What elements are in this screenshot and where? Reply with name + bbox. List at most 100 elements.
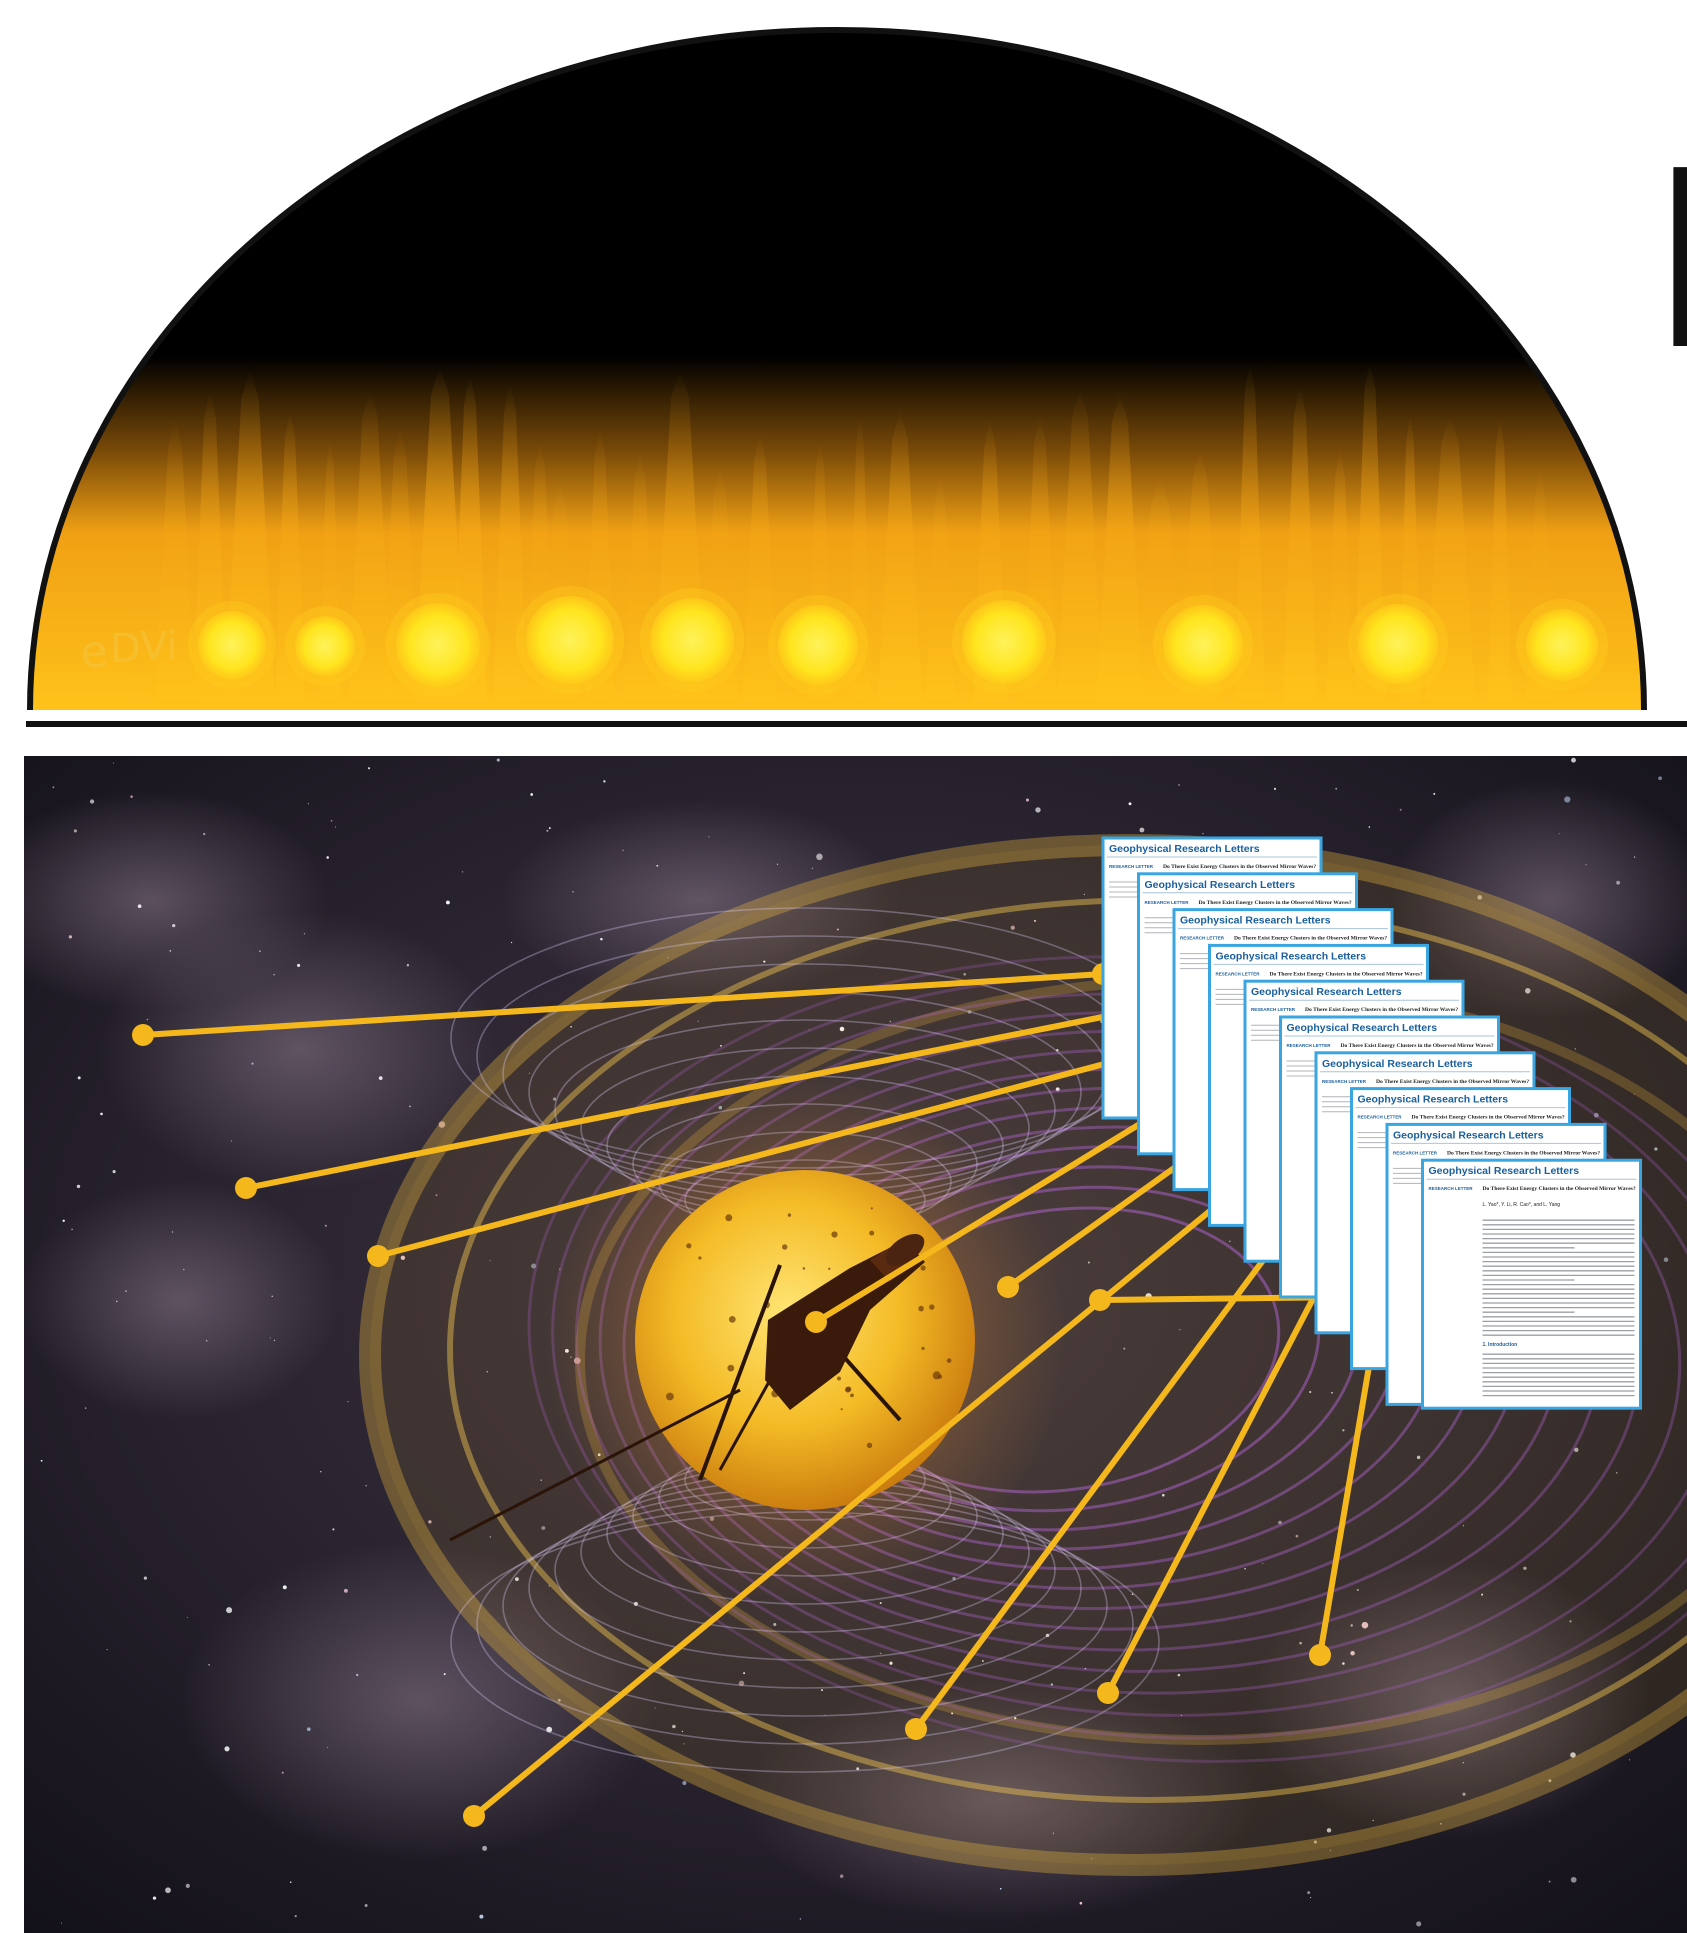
star xyxy=(1202,832,1204,835)
connector-end-dot xyxy=(1097,1682,1119,1704)
star xyxy=(1326,1828,1332,1833)
star xyxy=(1350,1650,1355,1656)
nebula-cloud xyxy=(1390,780,1687,1020)
paper-intro-heading: 1. Introduction xyxy=(1483,1342,1518,1348)
star xyxy=(1570,1752,1576,1758)
paper-section-label: RESEARCH LETTER xyxy=(1216,971,1261,976)
sunspot xyxy=(837,1376,841,1381)
star xyxy=(185,1883,190,1888)
star xyxy=(546,1726,553,1733)
paper-journal-name: Geophysical Research Letters xyxy=(1180,915,1331,927)
star xyxy=(999,1887,1002,1890)
star xyxy=(889,1661,893,1665)
connector-line xyxy=(1105,1221,1355,1696)
star xyxy=(654,1707,656,1709)
star xyxy=(1162,1493,1165,1497)
star xyxy=(836,928,839,931)
dome-scribble: e D Vi xyxy=(79,624,178,679)
sunspot xyxy=(920,1265,926,1271)
star xyxy=(1462,1762,1464,1764)
star xyxy=(1548,1880,1551,1883)
plasma-jet xyxy=(348,388,392,700)
star xyxy=(1278,1520,1282,1525)
star xyxy=(435,1194,438,1197)
star xyxy=(489,1536,492,1538)
star xyxy=(271,1295,273,1297)
star xyxy=(100,1112,103,1116)
star xyxy=(171,1231,174,1233)
star xyxy=(656,864,659,867)
sunspot xyxy=(938,1374,942,1379)
plasma-blob xyxy=(962,600,1046,684)
star xyxy=(763,960,766,963)
star xyxy=(510,941,513,944)
paper-stack: Geophysical Research Letters RESEARCH LET… xyxy=(1101,836,1642,1410)
star xyxy=(273,1339,276,1342)
plasma-blob xyxy=(526,596,614,684)
star xyxy=(1045,1633,1050,1638)
star xyxy=(324,1224,327,1227)
star xyxy=(773,1622,777,1627)
star xyxy=(820,1689,824,1692)
star xyxy=(1091,1858,1093,1860)
star xyxy=(570,1025,572,1028)
nebula-cloud xyxy=(1250,1560,1650,1840)
star xyxy=(224,1746,230,1752)
star xyxy=(143,1576,148,1580)
star xyxy=(1010,925,1015,930)
star xyxy=(1585,864,1587,866)
star xyxy=(603,780,606,783)
sunspot xyxy=(840,1408,843,1411)
star xyxy=(541,1526,546,1530)
star xyxy=(1361,1621,1369,1629)
star xyxy=(112,1170,116,1174)
star xyxy=(84,1407,87,1409)
paper-title: Do There Exist Energy Clusters in the Ob… xyxy=(1163,864,1316,870)
star xyxy=(1050,1683,1053,1686)
plasma-jet xyxy=(1425,414,1475,700)
star xyxy=(1654,1147,1658,1151)
star xyxy=(1663,1257,1669,1262)
star xyxy=(1128,802,1132,806)
star xyxy=(1439,1822,1442,1825)
star xyxy=(600,937,603,941)
paper-title: Do There Exist Energy Clusters in the Ob… xyxy=(1376,1079,1529,1085)
paper-title: Do There Exist Energy Clusters in the Ob… xyxy=(1234,936,1387,942)
star xyxy=(1025,798,1030,802)
connector-end-dot xyxy=(1089,1289,1111,1311)
star xyxy=(622,849,624,852)
plasma-jet xyxy=(849,414,871,700)
paper-card: Geophysical Research Letters RESEARCH LET… xyxy=(1421,1158,1642,1410)
star xyxy=(461,871,464,873)
star xyxy=(297,963,301,967)
star xyxy=(1295,1534,1299,1538)
paper-section-label: RESEARCH LETTER xyxy=(1145,900,1190,905)
plasma-blob xyxy=(1163,605,1243,685)
star xyxy=(776,863,779,865)
paper-authors: L. Yao*, Y. Li, R. Cao*, and L. Yang xyxy=(1483,1202,1561,1208)
star xyxy=(1462,1792,1466,1796)
star xyxy=(428,1520,432,1524)
star xyxy=(172,923,176,928)
star xyxy=(443,1673,446,1676)
star xyxy=(438,1121,446,1128)
star xyxy=(683,1743,685,1745)
star xyxy=(116,1300,118,1303)
sunspot xyxy=(870,1207,873,1210)
star xyxy=(808,1029,810,1031)
star xyxy=(1523,1566,1527,1570)
star xyxy=(106,1649,108,1651)
sunspot xyxy=(782,1244,788,1250)
connector-line xyxy=(471,1150,1284,1819)
plasma-jet xyxy=(1488,416,1512,700)
paper-section-label: RESEARCH LETTER xyxy=(1322,1079,1367,1084)
dome-tick-label-3: Vi xyxy=(140,624,178,670)
star xyxy=(1052,1832,1055,1834)
sunspot xyxy=(686,1243,692,1249)
paper-section-label: RESEARCH LETTER xyxy=(1429,1186,1474,1191)
star xyxy=(273,974,275,976)
star xyxy=(1084,1667,1087,1670)
star xyxy=(633,1601,638,1606)
star xyxy=(1055,1087,1060,1092)
star xyxy=(1342,1662,1345,1665)
